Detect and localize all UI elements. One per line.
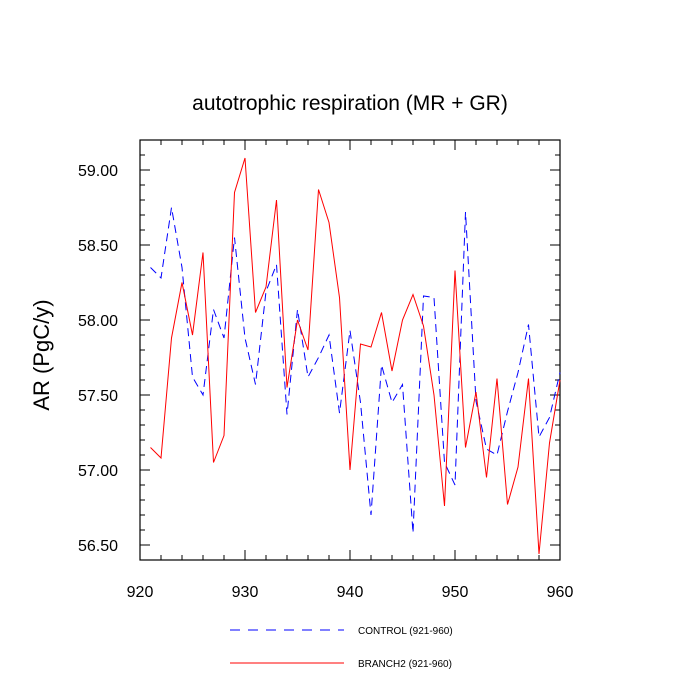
legend-label: BRANCH2 (921-960) — [358, 659, 452, 670]
x-tick-label: 930 — [232, 584, 259, 601]
axis-ticks: 920 930 940 950 960 56.50 57.00 57.50 58.00 58.50… — [78, 139, 574, 601]
y-tick-label: 57.00 — [78, 463, 118, 480]
y-tick-label: 56.50 — [78, 538, 118, 555]
series-line-branch2 — [150, 157, 561, 555]
legend: CONTROL (921-960) BRANCH2 (921-960) — [230, 626, 453, 670]
legend-label: CONTROL (921-960) — [358, 626, 453, 637]
y-tick-label: 58.00 — [78, 313, 118, 330]
y-tick-label: 57.50 — [78, 388, 118, 405]
series-layer — [150, 157, 561, 555]
x-tick-label: 920 — [127, 584, 154, 601]
y-tick-label: 58.50 — [78, 238, 118, 255]
x-tick-label: 940 — [337, 584, 364, 601]
x-tick-label: 960 — [547, 584, 574, 601]
plot-area-border — [139, 139, 561, 561]
series-line-control — [150, 207, 561, 534]
y-tick-label: 59.00 — [78, 163, 118, 180]
x-tick-label: 950 — [442, 584, 469, 601]
chart-title: autotrophic respiration (MR + GR) — [192, 92, 508, 115]
plot-frame — [139, 139, 561, 561]
y-axis-label: AR (PgC/y) — [29, 299, 54, 410]
